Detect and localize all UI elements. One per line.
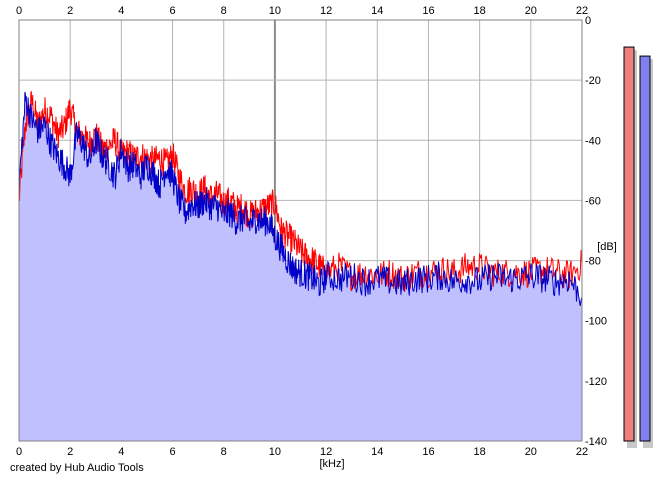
x-tick-label: 10	[269, 5, 281, 17]
y-tick-label: -80	[585, 256, 601, 268]
x-tick-label: 6	[169, 446, 175, 458]
x-tick-label: 14	[371, 5, 383, 17]
x-tick-label: 8	[221, 5, 227, 17]
credit-text: created by Hub Audio Tools	[10, 462, 144, 474]
y-tick-label: -20	[585, 75, 601, 87]
x-tick-label: 0	[16, 446, 22, 458]
x-tick-label: 16	[422, 5, 434, 17]
level-meter-red	[623, 46, 635, 442]
series-line-blue	[18, 91, 583, 306]
x-tick-label: 14	[371, 446, 383, 458]
x-tick-label: 20	[525, 5, 537, 17]
x-tick-label: 10	[269, 446, 281, 458]
x-tick-label: 18	[474, 5, 486, 17]
y-tick-labels: 0 -20 -40 -60 -80 -100 -120 -140	[585, 15, 607, 448]
x-tick-label: 18	[474, 446, 486, 458]
y-tick-label: -100	[585, 316, 607, 328]
x-tick-label: 4	[118, 5, 124, 17]
x-tick-label: 6	[169, 5, 175, 17]
x-tick-label: 8	[221, 446, 227, 458]
y-tick-label: -40	[585, 135, 601, 147]
spectrum-fill-area	[19, 92, 582, 441]
x-tick-label: 22	[576, 446, 588, 458]
x-tick-label: 2	[67, 446, 73, 458]
y-tick-label: -140	[585, 436, 607, 448]
x-axis-label: [kHz]	[319, 458, 344, 470]
y-axis-label: [dB]	[597, 241, 617, 253]
x-tick-label: 22	[576, 5, 588, 17]
x-tick-label: 0	[16, 5, 22, 17]
x-tick-label: 16	[422, 446, 434, 458]
y-tick-label: -60	[585, 195, 601, 207]
y-tick-label: 0	[585, 15, 591, 27]
plot-frame	[18, 19, 583, 442]
x-tick-label: 12	[320, 446, 332, 458]
series-lines	[18, 91, 583, 306]
x-tick-label: 4	[118, 446, 124, 458]
x-tick-label: 12	[320, 5, 332, 17]
x-tick-label: 2	[67, 5, 73, 17]
level-meter-blue	[639, 55, 651, 442]
plot-border	[18, 19, 583, 442]
spectrum-fill	[19, 92, 582, 441]
level-meters	[623, 46, 653, 449]
x-tick-label: 20	[525, 446, 537, 458]
y-tick-label: -120	[585, 376, 607, 388]
